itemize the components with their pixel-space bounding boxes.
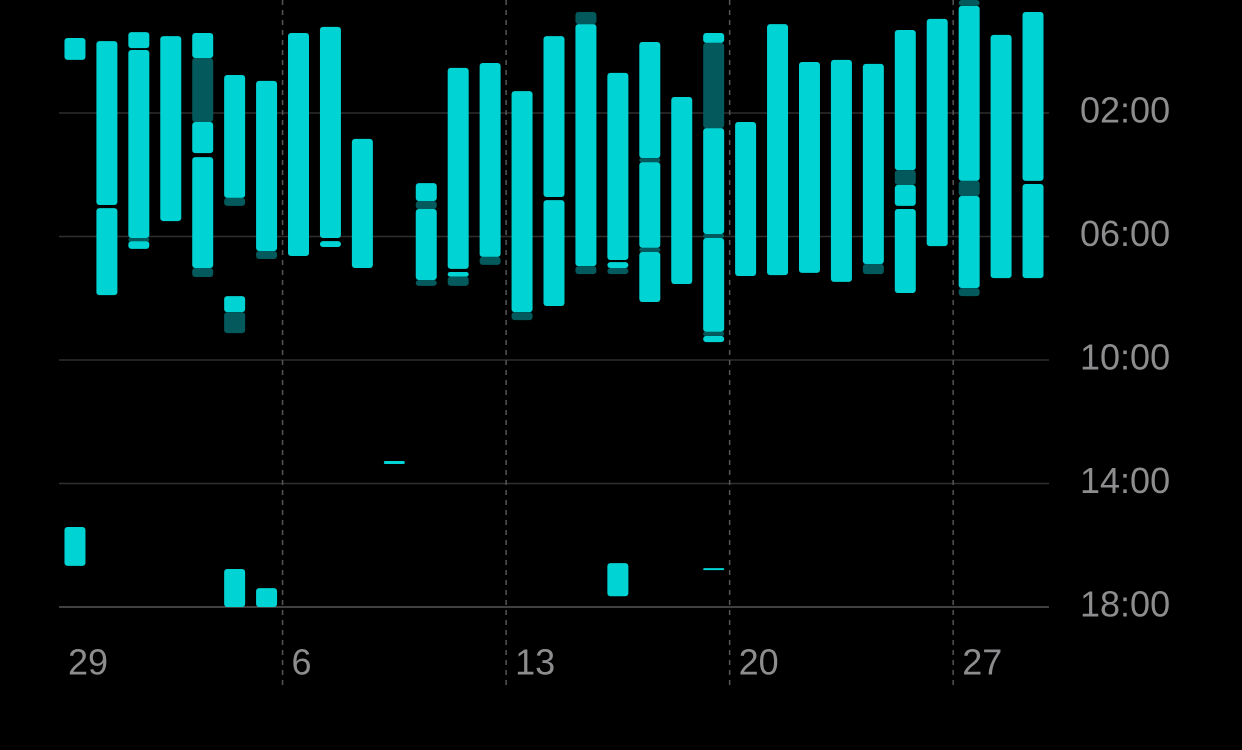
sleep-segment	[415, 183, 437, 201]
sleep-segment	[894, 184, 916, 206]
sleep-segment	[351, 138, 373, 268]
sleep-segment	[319, 26, 341, 239]
y-tick-label: 22:00	[1080, 0, 1170, 7]
sleep-segment	[543, 200, 565, 306]
sleep-segment	[703, 33, 725, 43]
awake-segment	[607, 267, 629, 275]
awake-segment	[958, 288, 980, 297]
x-tick-label: 13	[515, 642, 555, 683]
y-tick-label: 02:00	[1080, 90, 1170, 131]
y-tick-label: 18:00	[1080, 584, 1170, 625]
sleep-segment	[958, 196, 980, 289]
awake-segment	[479, 256, 501, 265]
sleep-segment	[288, 33, 310, 256]
x-tick-label: 27	[962, 642, 1002, 683]
sleep-segment	[958, 5, 980, 181]
sleep-segment	[671, 96, 693, 285]
awake-segment	[192, 58, 214, 122]
sleep-segment	[447, 67, 469, 269]
awake-segment	[703, 42, 725, 129]
x-tick-label: 6	[292, 642, 312, 683]
sleep-segment	[224, 569, 246, 607]
sleep-segment	[128, 241, 150, 249]
awake-segment	[192, 267, 214, 277]
sleep-segment	[703, 238, 725, 332]
awake-segment	[128, 238, 150, 242]
sleep-segment	[383, 460, 405, 465]
sleep-segment	[543, 36, 565, 197]
awake-segment	[415, 200, 437, 210]
sleep-segment	[415, 209, 437, 281]
awake-segment	[958, 180, 980, 197]
sleep-segment	[767, 24, 789, 276]
sleep-segment	[64, 527, 86, 566]
sleep-segment	[607, 563, 629, 597]
awake-segment	[224, 312, 246, 334]
sleep-segment	[639, 41, 661, 159]
sleep-segment	[1022, 12, 1044, 181]
x-tick-label: 20	[739, 642, 779, 683]
awake-segment	[447, 276, 469, 286]
sleep-segment	[96, 208, 118, 296]
sleep-segment	[798, 62, 820, 273]
awake-segment	[415, 280, 437, 286]
sleep-segment	[926, 18, 948, 247]
awake-segment	[511, 312, 533, 321]
sleep-segment	[607, 72, 629, 260]
y-tick-label: 06:00	[1080, 213, 1170, 254]
x-tick-label: 29	[68, 642, 108, 683]
sleep-segment	[192, 157, 214, 268]
sleep-segment	[447, 272, 469, 277]
sleep-segment	[224, 75, 246, 198]
awake-segment	[894, 170, 916, 185]
sleep-segment	[735, 121, 757, 277]
sleep-segment	[224, 296, 246, 313]
sleep-segment	[128, 32, 150, 49]
sleep-segment	[830, 59, 852, 282]
awake-segment	[958, 0, 980, 6]
sleep-segment	[703, 128, 725, 235]
sleep-segment	[160, 36, 182, 222]
awake-segment	[703, 331, 725, 336]
sleep-segment	[64, 37, 86, 60]
awake-segment	[224, 197, 246, 206]
sleep-segment	[639, 251, 661, 302]
sleep-segment	[319, 241, 341, 247]
sleep-segment	[96, 41, 118, 206]
sleep-segment	[256, 588, 278, 607]
sleep-segment	[894, 209, 916, 294]
awake-segment	[703, 234, 725, 239]
y-tick-label: 10:00	[1080, 337, 1170, 378]
awake-segment	[256, 251, 278, 260]
sleep-segment	[990, 34, 1012, 279]
awake-segment	[639, 158, 661, 163]
sleep-segment	[1022, 184, 1044, 279]
awake-segment	[862, 263, 884, 275]
sleep-segment	[192, 121, 214, 154]
sleep-segment	[703, 568, 725, 571]
sleep-segment	[479, 62, 501, 257]
sleep-segment	[575, 24, 597, 267]
sleep-segment	[511, 91, 533, 313]
sleep-segment	[128, 50, 150, 239]
sleep-segment	[256, 80, 278, 252]
y-tick-label: 14:00	[1080, 460, 1170, 501]
awake-segment	[575, 266, 597, 275]
sleep-segment	[607, 262, 629, 268]
sleep-segment	[703, 335, 725, 343]
sleep-segment	[192, 33, 214, 59]
sleep-segment	[894, 29, 916, 171]
sleep-segment	[639, 162, 661, 248]
awake-segment	[639, 247, 661, 252]
awake-segment	[575, 12, 597, 25]
sleep-segment	[862, 63, 884, 264]
